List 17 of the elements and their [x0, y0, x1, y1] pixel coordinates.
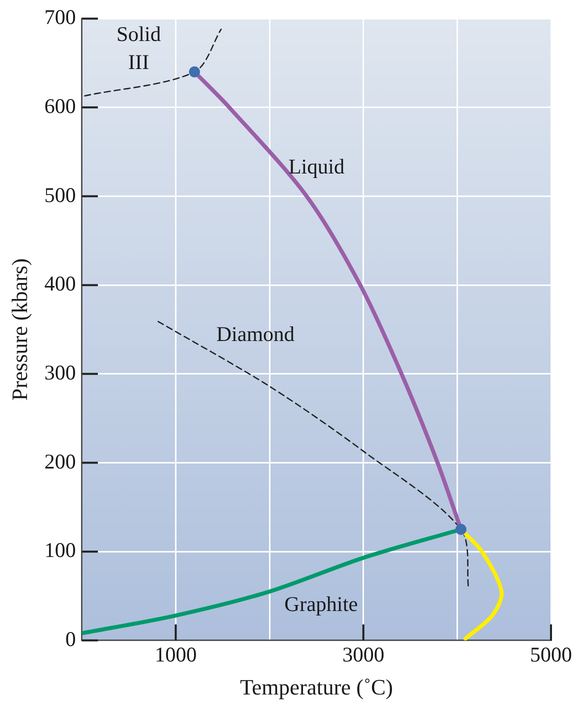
annotation: Liquid: [288, 154, 345, 178]
y-tick-label: 100: [44, 538, 76, 562]
y-tick-label: 400: [44, 272, 76, 296]
x-axis-title: Temperature (˚C): [240, 674, 393, 700]
x-tick-label: 3000: [342, 642, 384, 667]
x-tick-label: 1000: [154, 642, 197, 667]
y-tick-label: 0: [65, 626, 76, 651]
y-tick-label: 500: [44, 182, 76, 207]
annotation: Graphite: [284, 592, 358, 616]
y-tick-label: 200: [44, 449, 76, 474]
annotation: Solid III: [116, 22, 162, 74]
annotation: Diamond: [216, 322, 296, 346]
y-tick-label: 300: [44, 360, 76, 384]
y-axis-title: Pressure (kbars): [6, 258, 32, 401]
y-tick-label: 700: [44, 5, 76, 30]
x-tick-label: 5000: [530, 642, 572, 667]
y-tick-label: 600: [44, 94, 76, 118]
